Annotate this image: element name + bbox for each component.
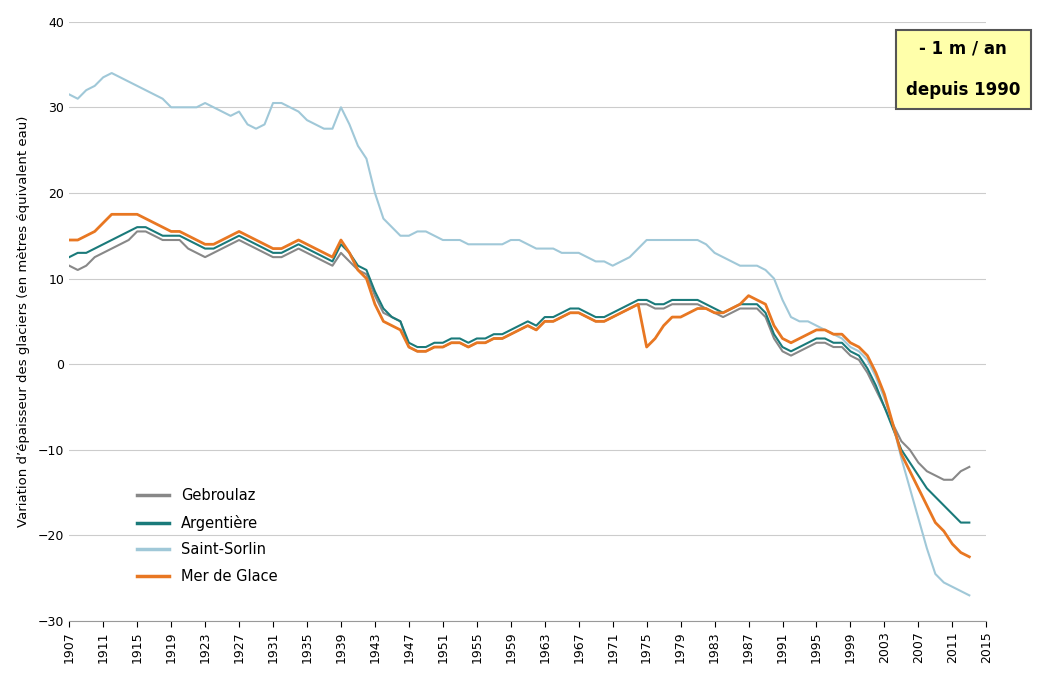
Legend: Gebroulaz, Argentière, Saint-Sorlin, Mer de Glace: Gebroulaz, Argentière, Saint-Sorlin, Mer… (131, 482, 284, 590)
Text: - 1 m / an

depuis 1990: - 1 m / an depuis 1990 (906, 39, 1020, 99)
Y-axis label: Variation d’épaisseur des glaciers (en mètres équivalent eau): Variation d’épaisseur des glaciers (en m… (17, 116, 30, 527)
